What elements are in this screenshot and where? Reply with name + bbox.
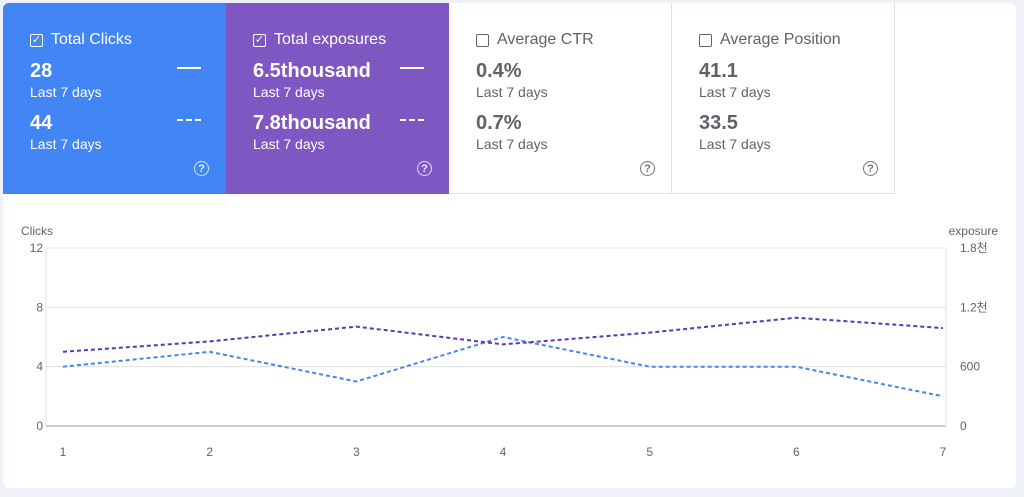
card-label: Total exposures [274,31,387,48]
checkbox-icon[interactable] [699,33,712,47]
chart-series [62,316,944,398]
metric-current: 6.5thousand Last 7 days [253,60,371,100]
metric-cards: ✓ Total Clicks 28 Last 7 days 44 Last 7 … [3,3,898,194]
checkbox-icon[interactable]: ✓ [253,33,266,47]
x-tick-label: 1 [60,445,67,459]
x-tick-label: 7 [940,445,947,459]
metric-current: 28 Last 7 days [30,60,102,100]
right-tick-label: 0 [960,419,967,433]
metric-period: Last 7 days [253,84,325,100]
metric-period: Last 7 days [699,84,771,100]
checkbox-icon[interactable]: ✓ [30,33,43,47]
help-circle-icon[interactable]: ? [417,161,432,176]
metric-period: Last 7 days [30,84,102,100]
left-tick-label: 12 [30,241,44,255]
right-tick-label: 600 [960,360,980,374]
series-line-total-clicks [62,335,944,398]
checkbox-icon[interactable] [476,33,489,47]
metric-current: 0.4% Last 7 days [476,60,548,100]
metric-value: 0.4% [476,60,522,82]
x-tick-label: 2 [206,445,213,459]
card-header: Average Position [699,30,894,50]
metric-period: Last 7 days [253,136,325,152]
search-performance-panel: ✓ Total Clicks 28 Last 7 days 44 Last 7 … [3,3,1016,488]
right-tick-label: 1.8천 [960,240,988,255]
metric-previous: 0.7% Last 7 days [476,112,548,152]
left-tick-label: 8 [36,300,43,314]
card-average-position[interactable]: Average Position 41.1 Last 7 days 33.5 L… [672,3,895,194]
right-axis-label: exposure [949,224,999,238]
x-tick-label: 5 [646,445,653,459]
card-label: Total Clicks [51,31,132,48]
metric-value: 33.5 [699,112,738,134]
metric-previous: 33.5 Last 7 days [699,112,771,152]
card-header: ✓ Total exposures [253,30,449,50]
metric-value: 28 [30,60,53,82]
dashed-line-legend-icon [400,119,424,121]
x-tick-label: 6 [793,445,800,459]
help-circle-icon[interactable]: ? [194,161,209,176]
metric-previous: 7.8thousand Last 7 days [253,112,371,152]
help-circle-icon[interactable]: ? [640,161,655,176]
metric-current: 41.1 Last 7 days [699,60,771,100]
metric-value: 0.7% [476,112,522,134]
series-line-total-exposures [62,316,944,353]
chart-grid [45,247,947,427]
dashed-line-legend-icon [177,119,201,121]
card-total-clicks[interactable]: ✓ Total Clicks 28 Last 7 days 44 Last 7 … [3,3,226,194]
left-tick-label: 4 [36,360,43,374]
left-tick-label: 0 [36,419,43,433]
card-label: Average CTR [497,31,594,48]
solid-line-legend-icon [400,67,424,69]
metric-value: 7.8thousand [253,112,371,134]
metric-period: Last 7 days [30,136,102,152]
metric-period: Last 7 days [699,136,771,152]
card-header: Average CTR [476,30,671,50]
left-axis-label: Clicks [21,224,53,238]
metric-period: Last 7 days [476,84,548,100]
card-total-exposures[interactable]: ✓ Total exposures 6.5thousand Last 7 day… [226,3,449,194]
solid-line-legend-icon [177,67,201,69]
metric-value: 41.1 [699,60,738,82]
metric-period: Last 7 days [476,136,548,152]
x-tick-label: 4 [500,445,507,459]
metric-previous: 44 Last 7 days [30,112,102,152]
card-header: ✓ Total Clicks [30,30,226,50]
x-tick-label: 3 [353,445,360,459]
metric-value: 6.5thousand [253,60,371,82]
card-average-ctr[interactable]: Average CTR 0.4% Last 7 days 0.7% Last 7… [449,3,672,194]
metric-value: 44 [30,112,53,134]
right-tick-label: 1.2천 [960,299,988,314]
card-label: Average Position [720,31,841,48]
help-circle-icon[interactable]: ? [863,161,878,176]
